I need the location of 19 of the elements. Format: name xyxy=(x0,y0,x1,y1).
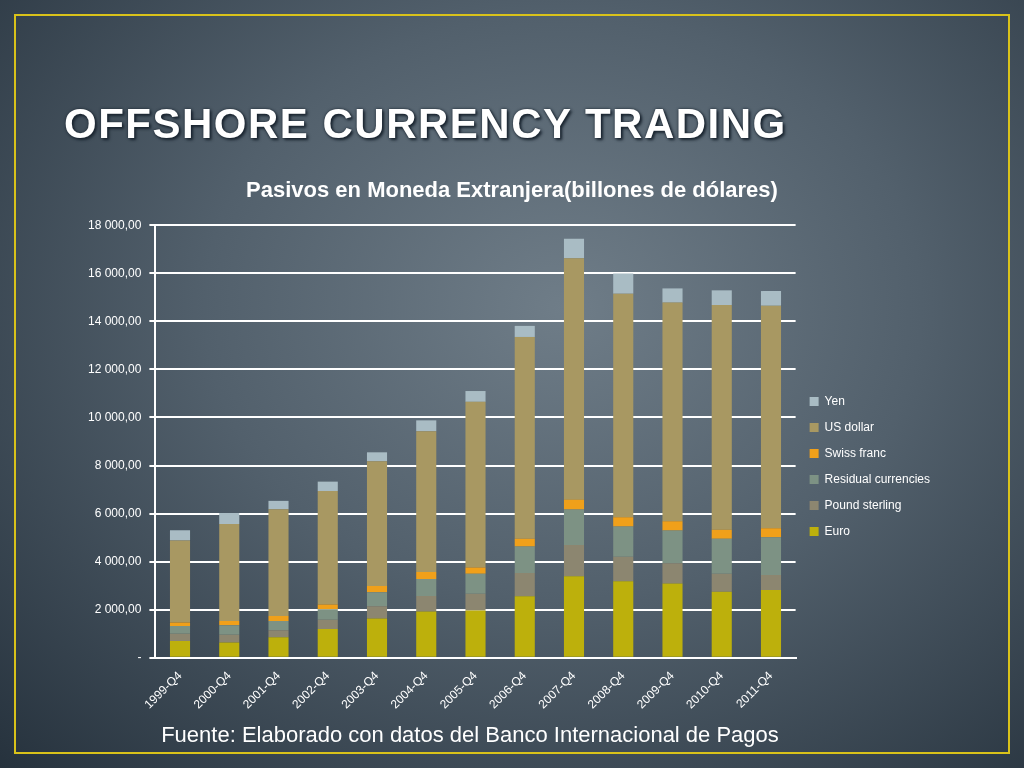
chart-subtitle: Pasivos en Moneda Extranjera(billones de dólares) xyxy=(245,177,779,203)
y-tick-label: 8 000,00 xyxy=(94,457,142,472)
chart-title: OFFSHORE CURRENCY TRADING xyxy=(64,100,787,148)
y-tick-label: 10 000,00 xyxy=(87,409,142,424)
legend-label: Pound sterling xyxy=(824,497,902,512)
y-tick-label: 6 000,00 xyxy=(94,505,142,520)
y-tick-label: 18 000,00 xyxy=(87,217,142,232)
y-tick-label: 2 000,00 xyxy=(94,602,142,617)
legend-label: Euro xyxy=(824,523,851,538)
y-tick-label: 14 000,00 xyxy=(87,313,142,328)
source-note: Fuente: Elaborado con datos del Banco Internacional de Pagos xyxy=(160,722,780,748)
legend-label: Yen xyxy=(824,393,845,408)
legend-label: Swiss franc xyxy=(824,445,886,460)
y-tick-label: 4 000,00 xyxy=(94,553,142,568)
y-tick-label: 12 000,00 xyxy=(87,361,142,376)
y-tick-label: - xyxy=(137,650,142,665)
legend-label: Residual currencies xyxy=(824,471,931,486)
legend-label: US dollar xyxy=(824,419,874,434)
y-tick-label: 16 000,00 xyxy=(87,265,142,280)
